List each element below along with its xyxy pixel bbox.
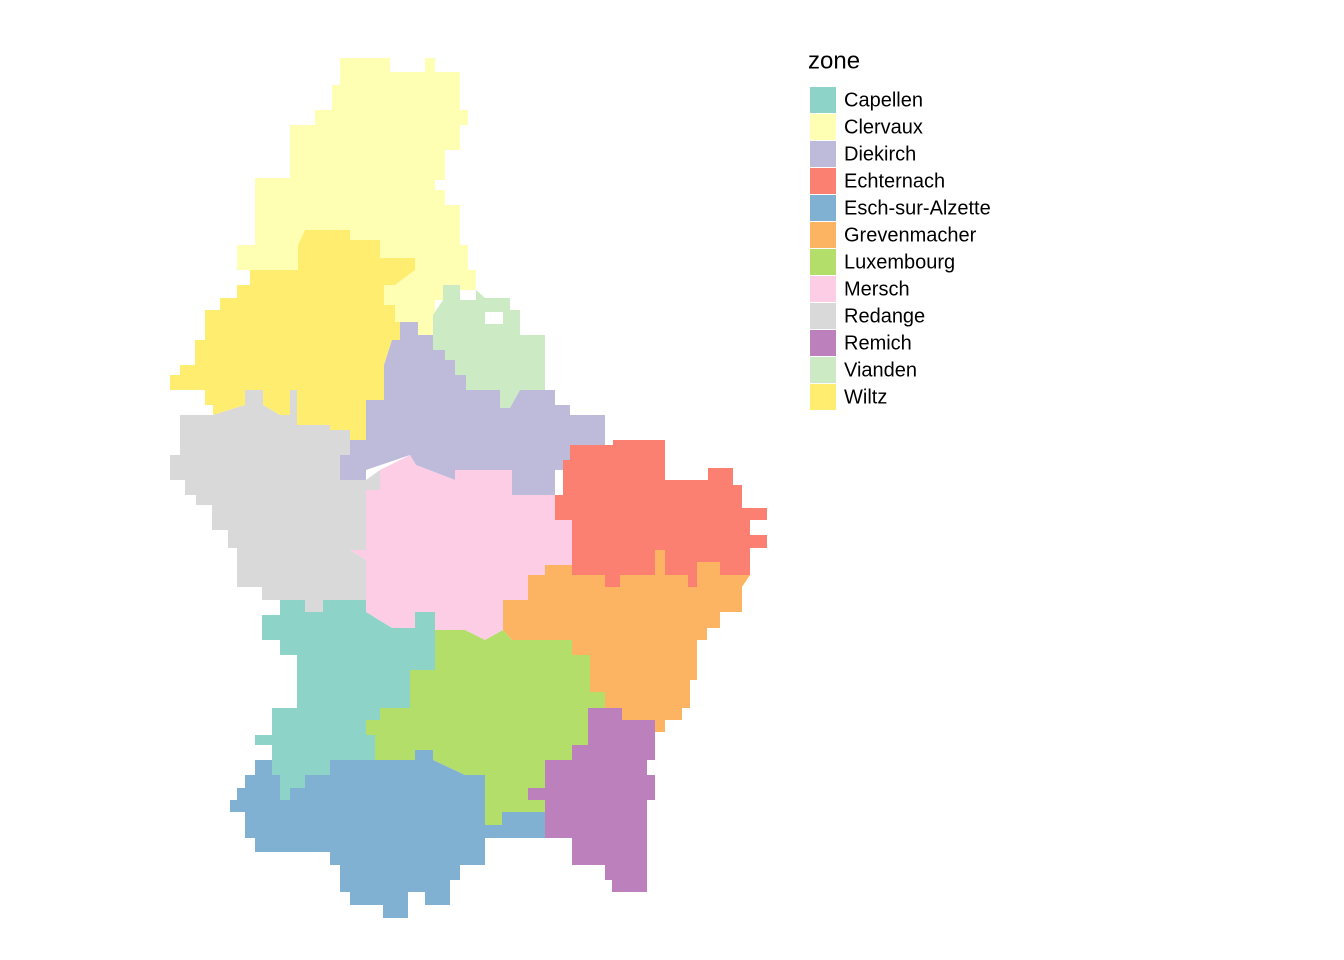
legend-key bbox=[810, 276, 836, 302]
regions bbox=[170, 58, 767, 918]
legend-key bbox=[810, 303, 836, 329]
region bbox=[528, 708, 655, 892]
legend-label: Mersch bbox=[844, 278, 910, 300]
legend-label: Luxembourg bbox=[844, 251, 955, 273]
legend-key bbox=[810, 87, 836, 113]
legend-label: Esch-sur-Alzette bbox=[844, 197, 991, 219]
region bbox=[230, 750, 545, 918]
legend-label: Redange bbox=[844, 305, 925, 327]
legend-key bbox=[810, 357, 836, 383]
legend-key bbox=[810, 141, 836, 167]
legend-key bbox=[810, 384, 836, 410]
region bbox=[503, 550, 750, 732]
legend-key bbox=[810, 249, 836, 275]
legend-key bbox=[810, 114, 836, 140]
legend-label: Grevenmacher bbox=[844, 224, 977, 246]
region bbox=[350, 455, 572, 640]
legend-label: Vianden bbox=[844, 359, 917, 381]
legend-label: Wiltz bbox=[844, 386, 887, 408]
region bbox=[170, 230, 415, 440]
region bbox=[255, 600, 435, 800]
region bbox=[340, 322, 605, 495]
legend-key bbox=[810, 222, 836, 248]
legend-key bbox=[810, 168, 836, 194]
region bbox=[433, 285, 545, 408]
legend: Capellen Clervaux Diekirch Echternach Esch-s… bbox=[810, 87, 991, 410]
region bbox=[170, 390, 380, 612]
legend-label: Clervaux bbox=[844, 116, 923, 138]
legend-title: zone bbox=[808, 47, 860, 74]
legend-key bbox=[810, 195, 836, 221]
region bbox=[555, 440, 767, 587]
hole bbox=[485, 312, 503, 324]
region bbox=[366, 630, 605, 825]
legend-key bbox=[810, 330, 836, 356]
legend-label: Capellen bbox=[844, 89, 923, 111]
legend-label: Echternach bbox=[844, 170, 945, 192]
legend-label: Remich bbox=[844, 332, 912, 354]
legend-label: Diekirch bbox=[844, 143, 916, 165]
region bbox=[237, 58, 476, 335]
